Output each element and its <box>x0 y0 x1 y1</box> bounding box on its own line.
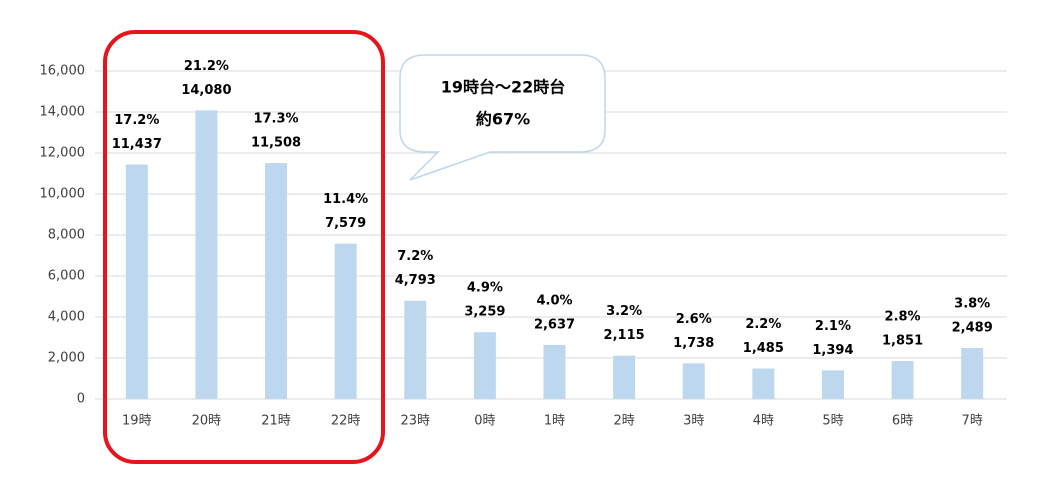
x-tick-label: 19時 <box>122 414 152 429</box>
share-label: 4.9% <box>467 281 503 296</box>
x-tick-label: 7時 <box>962 414 983 429</box>
y-tick-label: 10,000 <box>40 187 86 202</box>
bar <box>961 347 984 399</box>
bar <box>752 368 775 399</box>
share-label: 2.1% <box>815 319 851 334</box>
value-label: 1,485 <box>743 341 784 356</box>
value-label: 2,637 <box>534 317 575 332</box>
share-label: 11.4% <box>323 192 368 207</box>
callout-text: 約67% <box>476 110 530 129</box>
bar <box>125 164 148 399</box>
x-tick-label: 3時 <box>683 414 704 429</box>
x-tick-label: 22時 <box>331 414 361 429</box>
y-tick-label: 16,000 <box>40 64 86 79</box>
value-label: 11,437 <box>112 137 162 152</box>
bar <box>195 110 218 400</box>
bar <box>613 355 636 399</box>
share-label: 2.2% <box>745 317 781 332</box>
bar <box>473 332 496 399</box>
bar <box>543 344 566 399</box>
value-label: 7,579 <box>325 216 366 231</box>
y-tick-label: 14,000 <box>40 105 86 120</box>
share-label: 2.6% <box>676 312 712 327</box>
y-tick-label: 6,000 <box>48 269 85 284</box>
share-label: 7.2% <box>397 249 433 264</box>
bar <box>821 370 844 399</box>
value-label: 2,489 <box>952 320 993 335</box>
share-label: 21.2% <box>184 59 229 74</box>
bar <box>334 243 357 399</box>
y-tick-label: 12,000 <box>40 146 86 161</box>
value-label: 1,394 <box>812 343 853 358</box>
value-label: 14,080 <box>181 83 231 98</box>
x-tick-label: 21時 <box>261 414 291 429</box>
y-tick-label: 2,000 <box>48 351 85 366</box>
x-tick-label: 4時 <box>753 414 774 429</box>
value-label: 1,738 <box>673 336 714 351</box>
x-tick-label: 1時 <box>544 414 565 429</box>
bar <box>404 300 427 399</box>
share-label: 17.3% <box>253 112 298 127</box>
x-tick-label: 23時 <box>400 414 430 429</box>
highlight-box <box>103 30 385 464</box>
x-tick-label: 20時 <box>192 414 222 429</box>
value-label: 2,115 <box>604 328 645 343</box>
share-label: 3.2% <box>606 304 642 319</box>
y-tick-label: 0 <box>77 392 85 407</box>
y-tick-label: 8,000 <box>48 228 85 243</box>
value-label: 4,793 <box>395 273 436 288</box>
x-tick-label: 6時 <box>892 414 913 429</box>
callout-text: 19時台～22時台 <box>441 78 566 97</box>
x-tick-label: 0時 <box>474 414 495 429</box>
value-label: 11,508 <box>251 136 301 151</box>
x-tick-label: 2時 <box>613 414 634 429</box>
bar <box>265 163 288 399</box>
share-label: 17.2% <box>114 113 159 128</box>
y-tick-label: 4,000 <box>48 310 85 325</box>
value-label: 1,851 <box>882 334 923 349</box>
share-label: 4.0% <box>536 293 572 308</box>
callout <box>399 54 606 181</box>
share-label: 3.8% <box>954 296 990 311</box>
bar <box>891 361 914 399</box>
bar <box>682 363 705 399</box>
value-label: 3,259 <box>464 305 505 320</box>
x-tick-label: 5時 <box>822 414 843 429</box>
share-label: 2.8% <box>885 310 921 325</box>
